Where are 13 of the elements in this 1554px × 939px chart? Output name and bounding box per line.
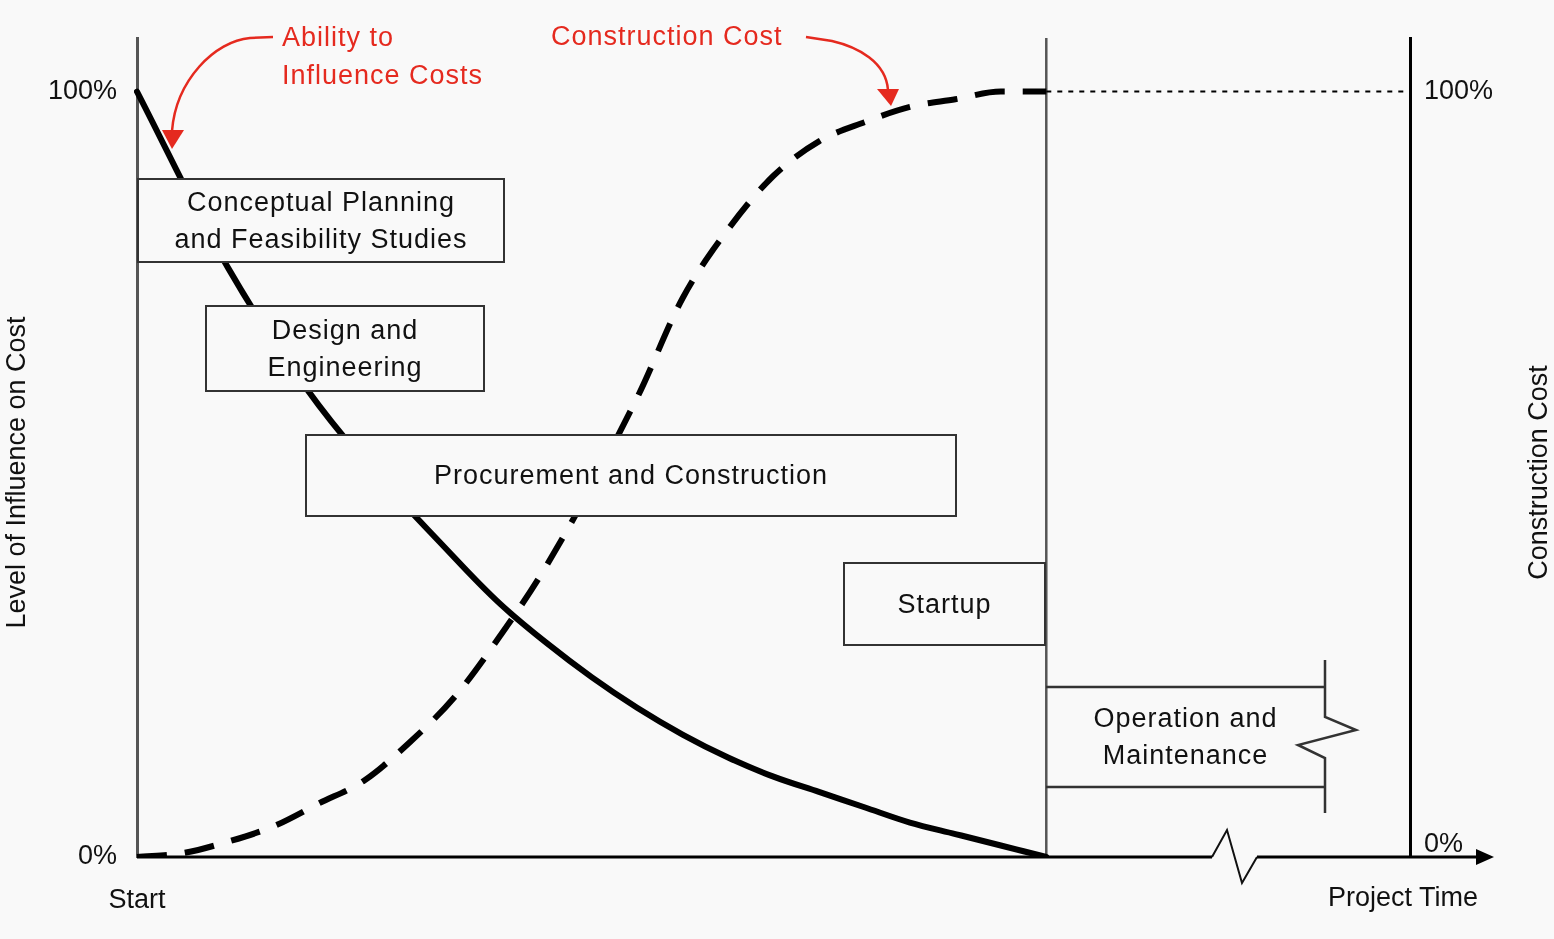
x-tick-label: Start [108,883,166,914]
x-axis-title: Project Time [1327,882,1478,913]
annotation: Conceptual Planning and Feasibility Studies [173,185,469,256]
annotation: Startup [896,587,993,621]
text: Construction Cost [551,20,784,53]
annotation: Operation and Maintenance [1092,702,1279,772]
y2-tick-label: 0% [1424,828,1464,858]
y2-tick-label: 100% [1424,75,1494,106]
annotation: Design and Engineering [266,313,424,384]
y-axis-title: Level of Influence on Cost [1,315,32,629]
y2-axis-title: Construction Cost [1523,364,1554,580]
text: Ability to Influence Costs [282,21,485,92]
annotation: Procurement and Construction [432,459,830,492]
